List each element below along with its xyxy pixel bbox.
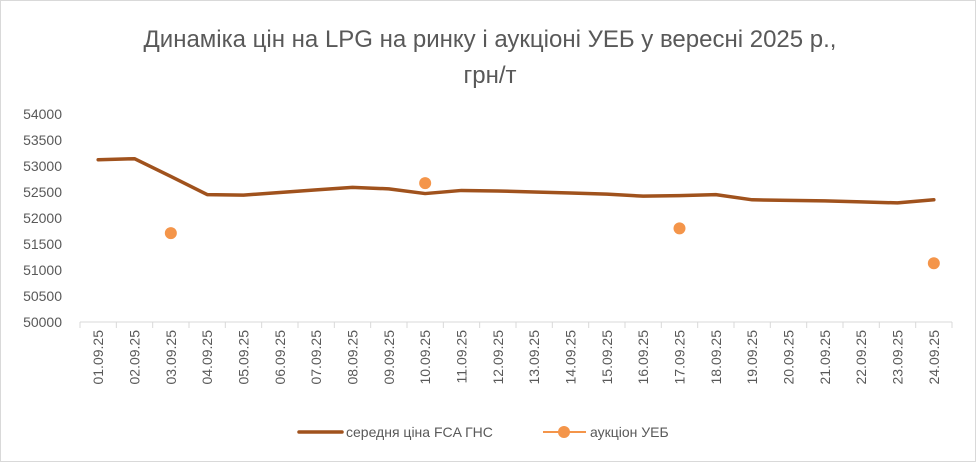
legend: середня ціна FCA ГНС аукціон УЕБ [297,424,669,440]
x-axis-tick-label: 03.09.25 [163,330,179,385]
y-axis-tick-label: 52500 [23,184,62,200]
x-axis-tick-label: 21.09.25 [817,330,833,385]
x-axis-tick-label: 02.09.25 [127,330,143,385]
x-axis-tick-label: 08.09.25 [345,330,361,385]
legend-label-average-price: середня ціна FCA ГНС [346,424,493,440]
x-axis-tick-label: 24.09.25 [926,330,942,385]
x-axis-tick-label: 09.09.25 [381,330,397,385]
y-axis-tick-label: 52000 [23,210,62,226]
x-axis-tick-label: 10.09.25 [417,330,433,385]
y-axis-tick-labels: 50000 50500 51000 51500 52000 52500 53000 53500… [23,106,62,330]
x-axis-tick-label: 06.09.25 [272,330,288,385]
x-axis-tick-label: 14.09.25 [563,330,579,385]
axes [79,321,953,328]
x-axis-tick-label: 13.09.25 [526,330,542,385]
y-axis-tick-label: 51000 [23,262,62,278]
y-axis-tick-label: 53500 [23,132,62,148]
y-axis-tick-label: 51500 [23,236,62,252]
series-points-group [164,177,940,270]
x-axis-tick-label: 01.09.25 [90,330,106,385]
x-axis-tick-label: 05.09.25 [236,330,252,385]
x-axis-tick-label: 22.09.25 [853,330,869,385]
legend-label-auction: аукціон УЕБ [590,424,669,440]
x-axis-tick-label: 17.09.25 [672,330,688,385]
auction-point [927,257,940,270]
series-line-average-price [96,156,936,205]
x-axis-tick-label: 20.09.25 [781,330,797,385]
x-axis-tick-label: 07.09.25 [308,330,324,385]
x-axis-tick-label: 23.09.25 [890,330,906,385]
auction-point [419,177,432,190]
chart-title-line2: грн/т [463,62,517,89]
x-axis-tick-label: 19.09.25 [744,330,760,385]
y-axis-tick-label: 53000 [23,158,62,174]
auction-point [164,227,177,240]
x-axis-tick-label: 04.09.25 [199,330,215,385]
x-axis-tick-label: 18.09.25 [708,330,724,385]
x-axis-tick-label: 16.09.25 [635,330,651,385]
x-axis-tick-label: 12.09.25 [490,330,506,385]
x-axis-tick-label: 15.09.25 [599,330,615,385]
y-axis-tick-label: 50500 [23,288,62,304]
series-line-group [96,156,936,205]
y-axis-tick-label: 54000 [23,106,62,122]
chart-title: Динаміка цін на LPG на ринку і аукціоні … [80,22,900,94]
legend-dot-swatch [558,426,570,438]
auction-point [673,222,686,235]
x-axis-tick-label: 11.09.25 [454,330,470,384]
chart-title-line1: Динаміка цін на LPG на ринку і аукціоні … [143,26,837,53]
x-axis-tick-labels: 01.09.25 02.09.25 03.09.25 04.09.25 05.09.25… [90,330,942,385]
y-axis-tick-label: 50000 [23,314,62,330]
